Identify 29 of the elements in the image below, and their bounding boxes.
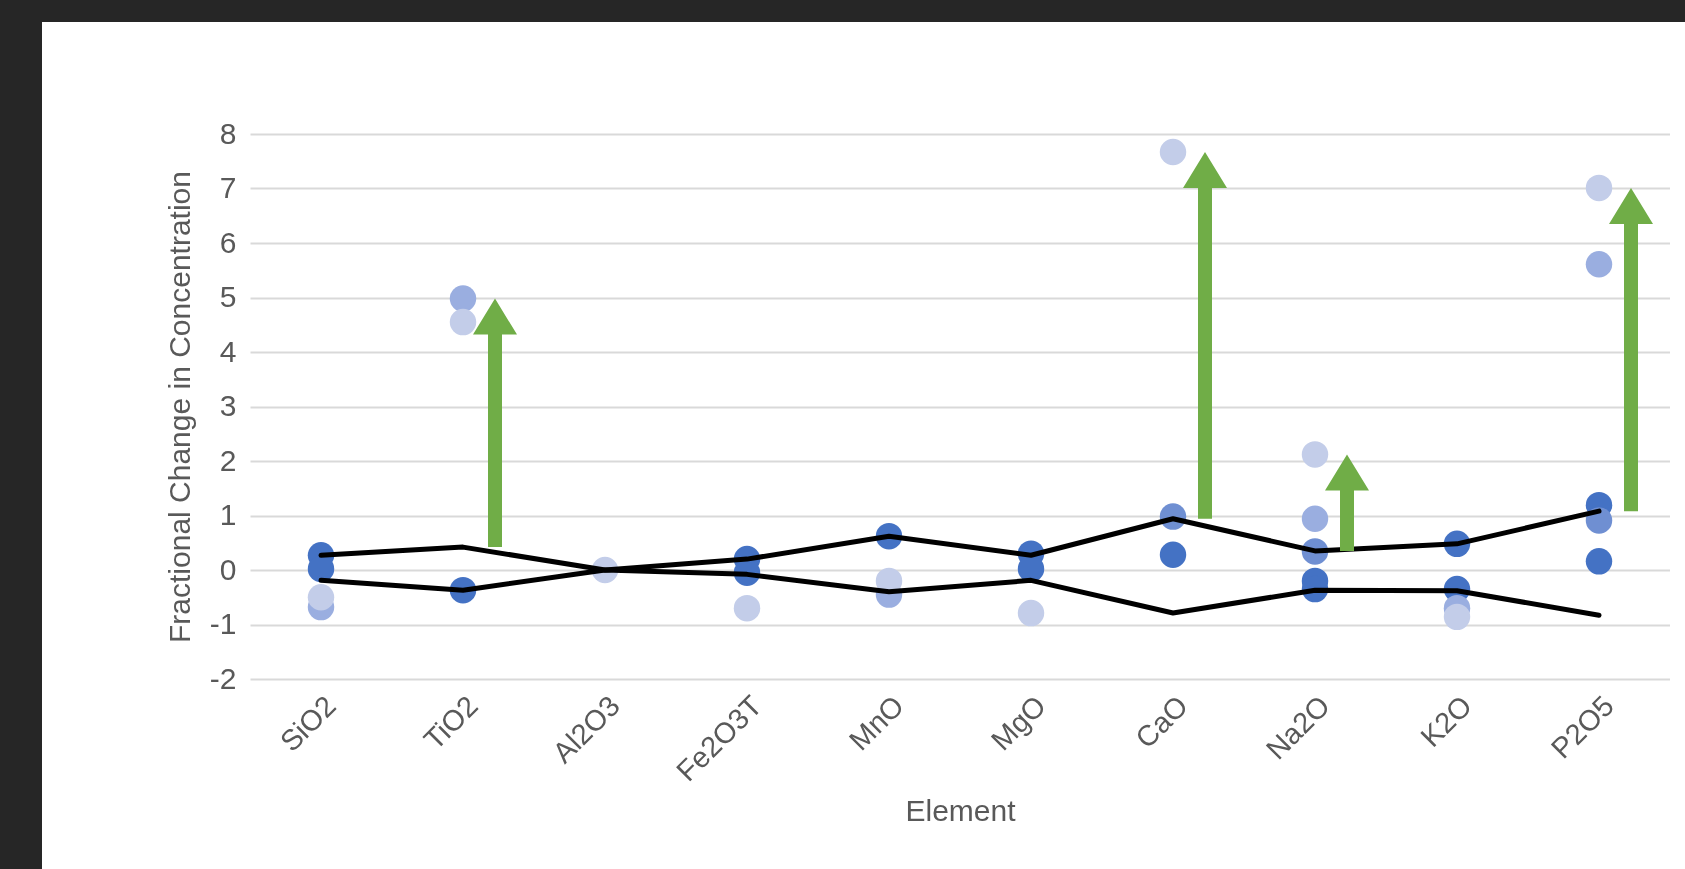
y-tick-label: 2 (219, 443, 237, 477)
y-tick-label: 8 (219, 116, 237, 150)
point (1301, 441, 1329, 468)
x-tick-label: K2O (1414, 689, 1479, 754)
x-tick-label: CaO (1129, 689, 1195, 755)
point (1159, 541, 1187, 568)
point (449, 308, 477, 336)
y-tick-label: 7 (219, 171, 237, 204)
y-tick-label: -2 (209, 661, 237, 695)
y-tick-label: 5 (219, 280, 237, 313)
y-tick-label: 6 (219, 225, 237, 259)
x-tick-label: TiO2 (417, 689, 485, 756)
point (307, 584, 335, 611)
y-tick-label: 0 (219, 552, 237, 586)
point (733, 594, 761, 622)
point (1443, 603, 1471, 631)
y-tick-label: 1 (219, 498, 237, 531)
point (449, 285, 477, 312)
y-tick-label: 3 (219, 389, 237, 422)
y-tick-label: 4 (219, 334, 237, 368)
y-tick-label: -1 (209, 607, 237, 640)
point (1585, 548, 1613, 575)
point (1301, 505, 1329, 532)
point (1017, 599, 1045, 627)
point (1159, 138, 1187, 166)
point (1585, 251, 1613, 278)
y-axis-title: Fractional Change in Concentration (162, 171, 196, 643)
x-axis-title: Element (905, 794, 1017, 828)
point (1585, 174, 1613, 202)
